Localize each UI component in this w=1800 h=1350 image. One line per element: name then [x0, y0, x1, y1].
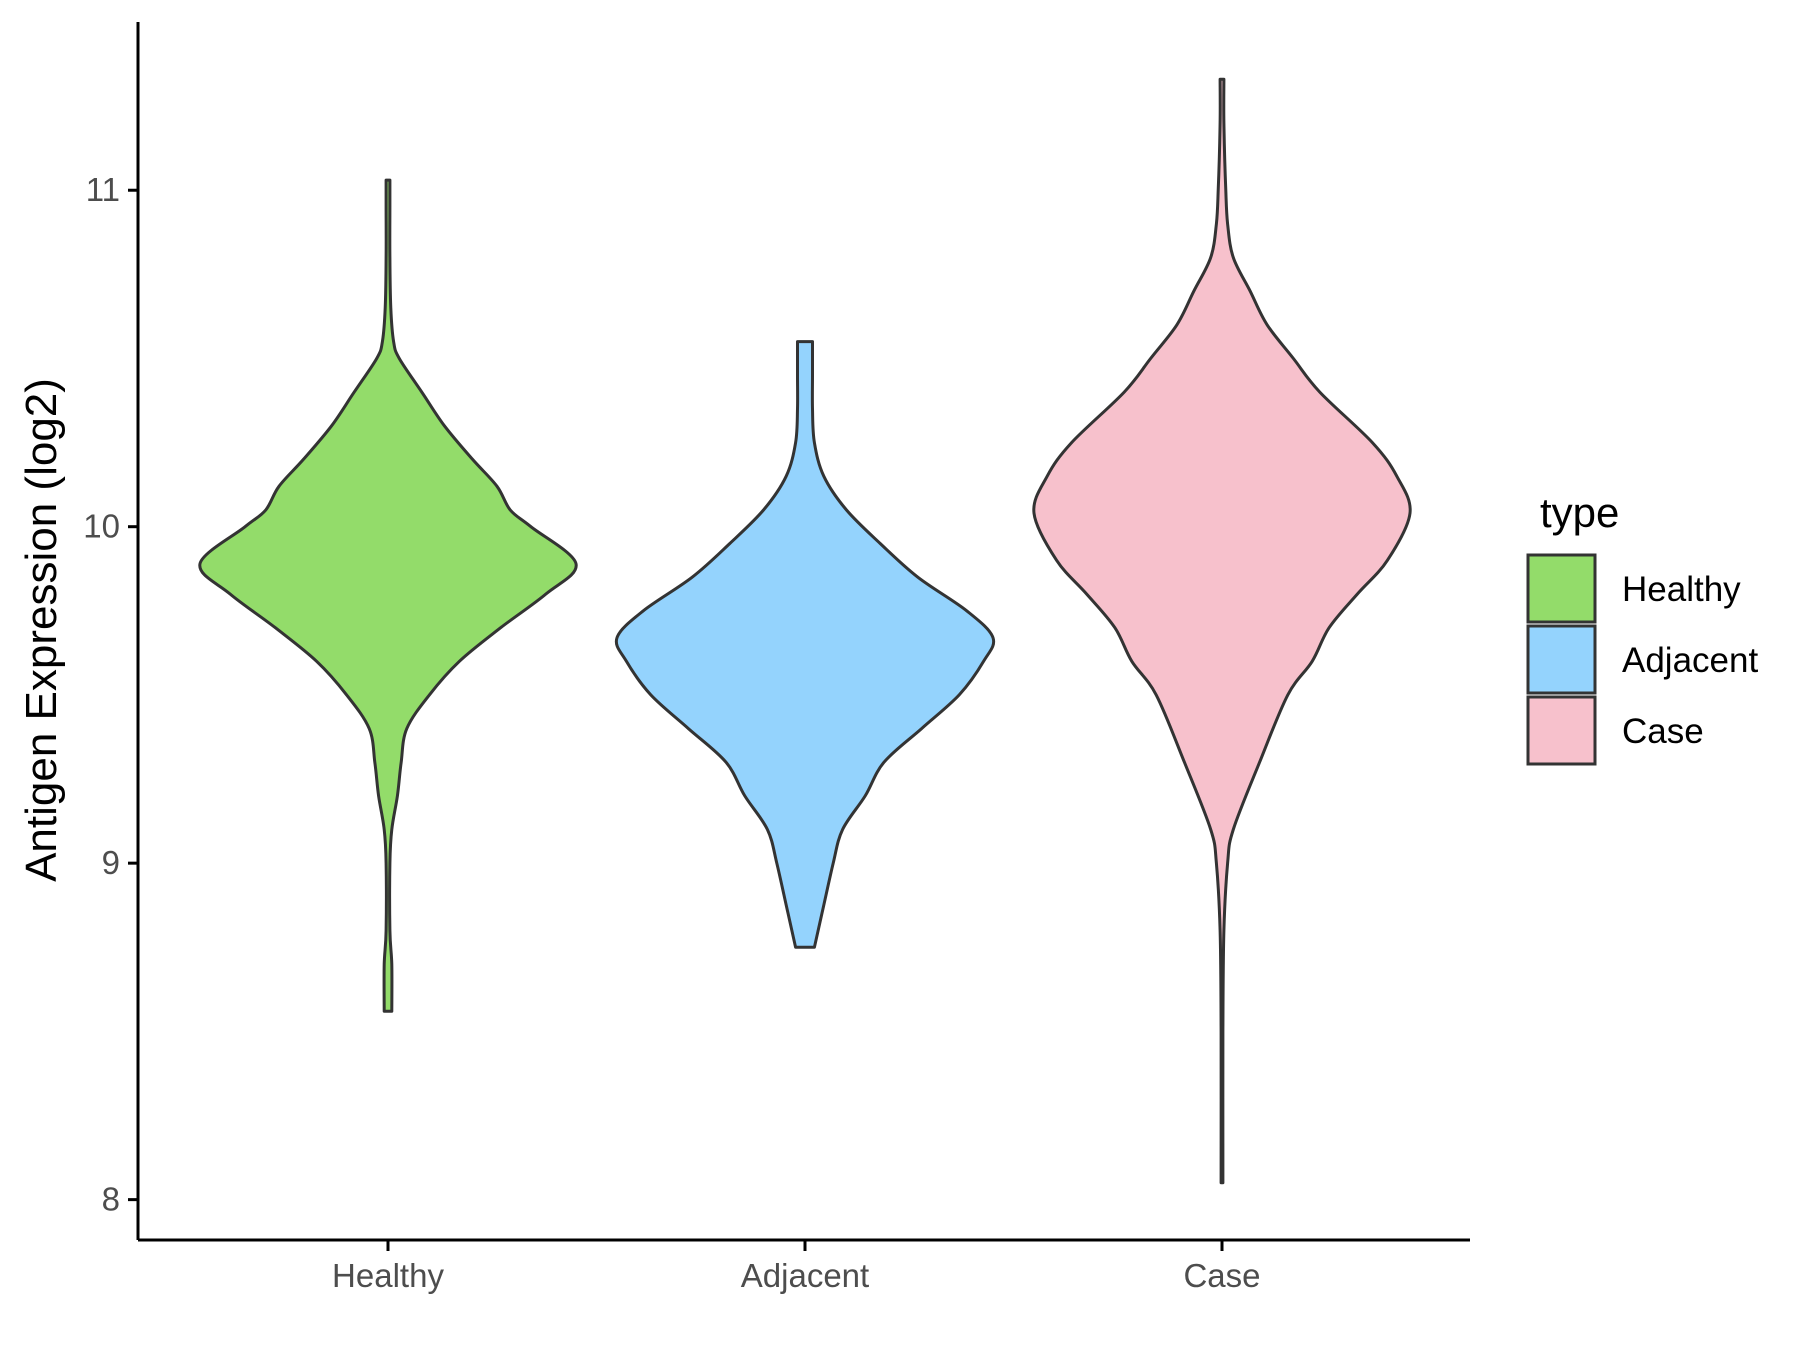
legend-label-healthy: Healthy — [1622, 570, 1741, 609]
legend-title: type — [1540, 489, 1619, 536]
x-tick-label-case: Case — [1183, 1257, 1260, 1294]
y-tick-label: 8 — [102, 1181, 120, 1218]
legend-label-case: Case — [1622, 712, 1704, 751]
y-axis-title: Antigen Expression (log2) — [17, 378, 66, 882]
violin-healthy — [198, 178, 578, 1013]
violin-case — [1032, 77, 1412, 1185]
y-tick-label: 10 — [83, 508, 120, 545]
x-ticks: Healthy Adjacent Case — [332, 1240, 1261, 1294]
y-tick-label: 9 — [102, 844, 120, 881]
y-ticks: 8 9 10 11 — [83, 171, 138, 1218]
violins-layer — [198, 77, 1412, 1185]
x-tick-label-adjacent: Adjacent — [741, 1257, 869, 1294]
legend-label-adjacent: Adjacent — [1622, 641, 1758, 680]
legend-key-healthy — [1526, 553, 1597, 624]
y-tick-label: 11 — [86, 171, 120, 208]
violin-adjacent — [614, 340, 996, 949]
legend-key-adjacent — [1526, 624, 1597, 695]
legend: type Healthy Adjacent Case — [1526, 489, 1758, 766]
x-tick-label-healthy: Healthy — [332, 1257, 444, 1294]
legend-key-case — [1526, 695, 1597, 766]
